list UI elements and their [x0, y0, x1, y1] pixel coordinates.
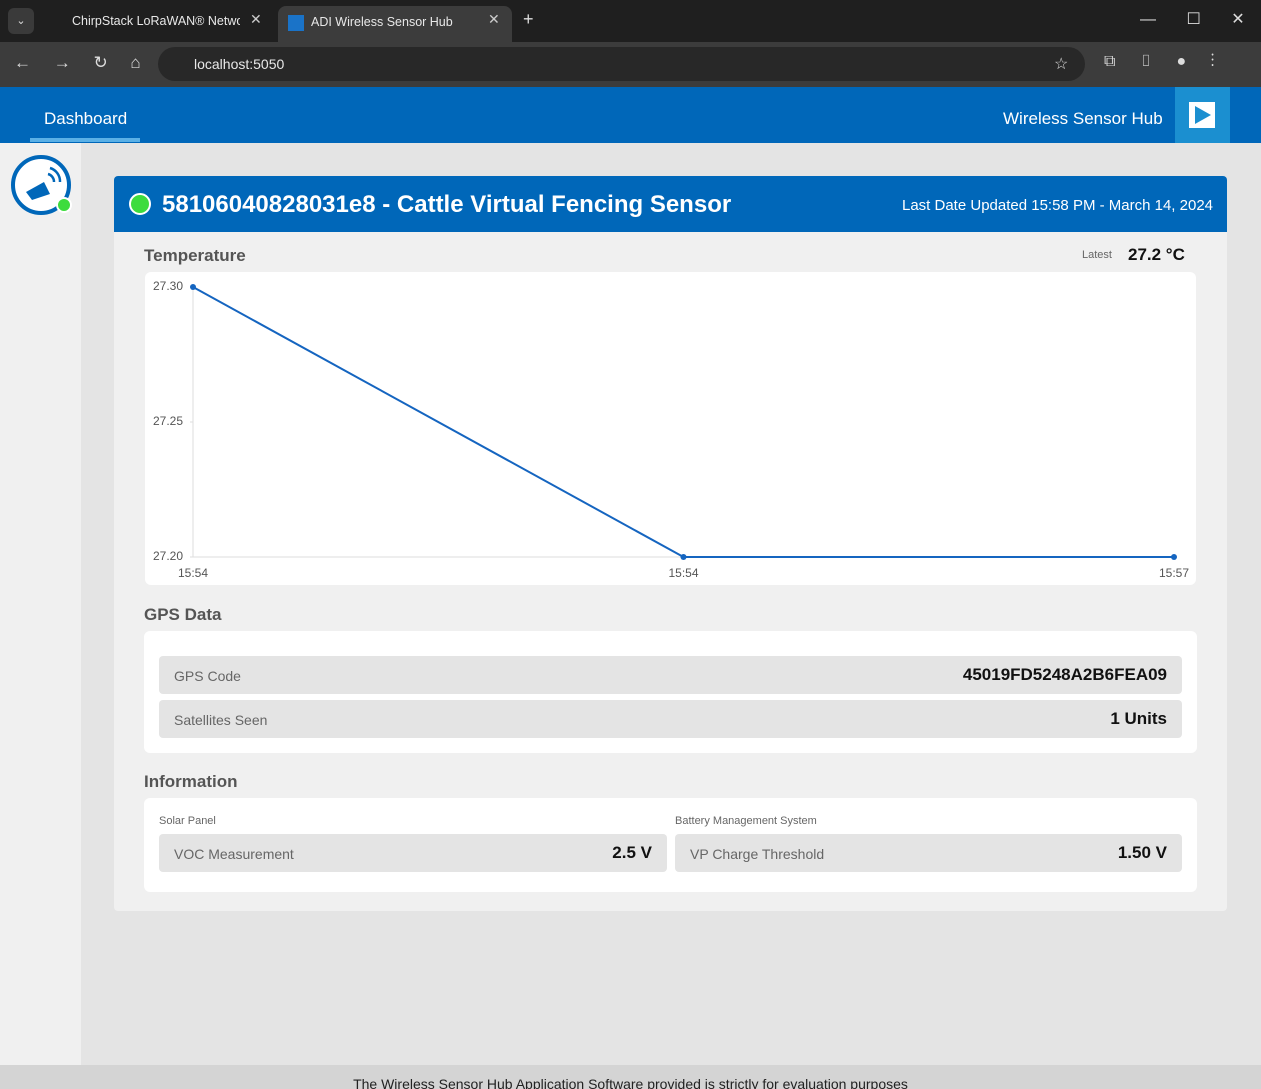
device-card: 58106040828031e8 - Cattle Virtual Fencin…	[114, 176, 1227, 911]
device-icon[interactable]	[10, 154, 74, 218]
tab-strip: ⌄ ChirpStack LoRaWAN® Networ ✕ ADI Wirel…	[0, 0, 1261, 42]
status-dot	[129, 193, 151, 215]
toolbar-icons[interactable]: ⧉ ▯ ● ⋮	[1104, 53, 1215, 70]
gps-row: Satellites Seen 1 Units	[159, 700, 1182, 738]
y-tick-label: 27.30	[153, 279, 183, 293]
sidebar	[0, 143, 81, 1065]
tab-close[interactable]: ✕	[250, 11, 262, 27]
last-updated: Last Date Updated 15:58 PM - March 14, 2…	[901, 197, 1213, 214]
tab-close[interactable]: ✕	[488, 11, 500, 27]
nav-tab[interactable]: Dashboard	[44, 109, 128, 128]
row-value: 1 Units	[1110, 709, 1167, 728]
row-label: VP Charge Threshold	[690, 846, 825, 862]
x-tick-label: 15:54	[668, 566, 698, 580]
row-label: GPS Code	[174, 668, 241, 684]
data-point	[190, 284, 196, 290]
data-point	[680, 554, 687, 560]
temperature-chart: 27.20 27.25 27.30 15:54 15:54 15:57	[145, 272, 1196, 585]
tab-underline	[30, 138, 140, 142]
row-value: 1.50 V	[1117, 843, 1167, 862]
section-heading: Temperature	[144, 246, 246, 265]
group-title: Battery Management System	[675, 815, 817, 827]
info-panel: Solar Panel VOC Measurement 2.5 V Battery…	[144, 798, 1197, 892]
info-row: VOC Measurement 2.5 V	[159, 834, 667, 872]
row-value: 45019FD5248A2B6FEA09	[962, 665, 1167, 684]
row-label: VOC Measurement	[174, 846, 294, 862]
nav-bar: Dashboard Wireless Sensor Hub	[0, 87, 1261, 143]
footer: The Wireless Sensor Hub Application Soft…	[0, 1065, 1261, 1089]
data-point	[1171, 554, 1177, 560]
latest-value: 27.2 °C	[1128, 245, 1185, 264]
footer-text: The Wireless Sensor Hub Application Soft…	[353, 1076, 908, 1089]
nav-buttons[interactable]: ← → ↻ ⌂	[14, 53, 141, 72]
latest-label: Latest	[1082, 249, 1112, 261]
active-tab[interactable]: ADI Wireless Sensor Hub ✕	[278, 6, 512, 42]
logo-icon	[1189, 102, 1215, 128]
series-line	[192, 286, 1174, 558]
window-controls[interactable]: — ☐ ✕	[1140, 11, 1245, 28]
gps-panel: GPS Code 45019FD5248A2B6FEA09 Satellites …	[144, 631, 1197, 753]
device-title: 58106040828031e8 - Cattle Virtual Fencin…	[162, 191, 732, 218]
x-tick-label: 15:57	[1159, 566, 1189, 580]
new-tab[interactable]: +	[523, 9, 534, 29]
group-title: Solar Panel	[159, 815, 216, 827]
tab[interactable]: ChirpStack LoRaWAN® Networ	[72, 14, 240, 28]
address-bar[interactable]: localhost:5050 ☆	[158, 47, 1085, 81]
logo	[1175, 87, 1230, 143]
tab-menu[interactable]: ⌄	[8, 8, 34, 34]
section-heading: Information	[144, 772, 238, 791]
tab-title: ADI Wireless Sensor Hub	[311, 15, 453, 29]
brand: Wireless Sensor Hub	[1003, 109, 1163, 128]
y-tick-label: 27.20	[153, 549, 183, 563]
toolbar: ← → ↻ ⌂ localhost:5050 ☆ ⧉ ▯ ● ⋮	[0, 42, 1261, 87]
x-tick-label: 15:54	[178, 566, 208, 580]
gps-row: GPS Code 45019FD5248A2B6FEA09	[159, 656, 1182, 694]
section-heading: GPS Data	[144, 605, 222, 624]
y-tick-label: 27.25	[153, 414, 183, 428]
row-label: Satellites Seen	[174, 712, 268, 728]
url: localhost:5050	[194, 56, 285, 72]
row-value: 2.5 V	[612, 843, 652, 862]
card-header: 58106040828031e8 - Cattle Virtual Fencin…	[114, 176, 1227, 232]
tab-icon	[288, 15, 304, 31]
info-row: VP Charge Threshold 1.50 V	[675, 834, 1182, 872]
bookmark[interactable]: ☆	[1054, 56, 1069, 73]
